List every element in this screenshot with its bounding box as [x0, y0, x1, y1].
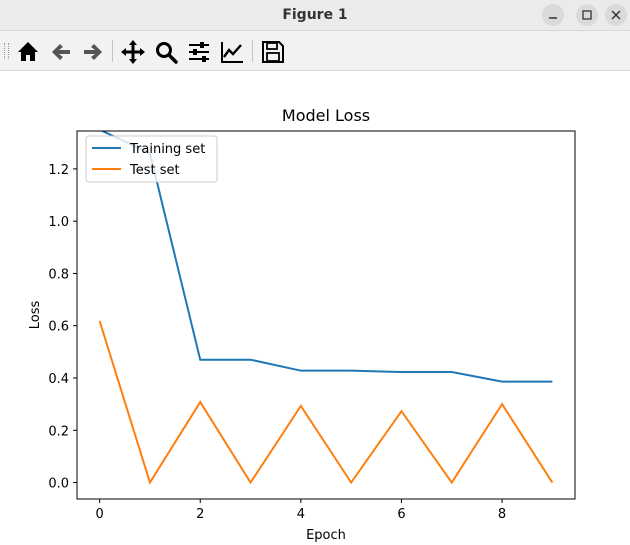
sliders-icon: [189, 42, 209, 62]
configure-subplots-button[interactable]: [186, 39, 212, 65]
x-tick-label: 2: [196, 507, 204, 522]
save-button[interactable]: [260, 39, 286, 65]
arrow-right-icon: [84, 44, 102, 60]
maximize-icon: [582, 10, 592, 20]
arrow-left-icon: [52, 44, 70, 60]
back-button[interactable]: [48, 39, 74, 65]
toolbar-grip[interactable]: [4, 43, 9, 59]
close-icon: [611, 10, 621, 20]
y-tick-label: 0.4: [48, 372, 69, 387]
y-tick-label: 0.2: [48, 424, 69, 439]
y-tick-label: 0.6: [48, 320, 69, 335]
toolbar-separator: [252, 40, 253, 62]
pan-button[interactable]: [120, 39, 146, 65]
x-tick-label: 4: [297, 507, 305, 522]
line-chart-icon: [221, 42, 243, 63]
navigation-toolbar: [0, 31, 630, 71]
maximize-button[interactable]: [576, 4, 598, 26]
x-tick-label: 6: [397, 507, 405, 522]
y-tick-label: 0.0: [48, 477, 69, 492]
loss-chart: 0 2 4 6 8 0.0 0.2 0.4 0.6 0.8 1.0 1.2 Model Loss Ep…: [28, 106, 576, 543]
x-tick-label: 0: [95, 507, 103, 522]
axes-frame: [76, 130, 576, 500]
window-titlebar: Figure 1: [0, 0, 630, 31]
chart-title: Model Loss: [282, 106, 370, 125]
series-line-training: [100, 131, 553, 383]
window-title: Figure 1: [282, 7, 348, 23]
home-button[interactable]: [15, 39, 41, 65]
legend-label-training: Training set: [129, 142, 205, 157]
minimize-button[interactable]: [542, 4, 564, 26]
legend: Training set Test set: [85, 135, 218, 183]
close-button[interactable]: [605, 4, 627, 26]
x-axis-label: Epoch: [306, 528, 346, 543]
y-tick-label: 1.2: [48, 163, 69, 178]
home-icon: [18, 42, 38, 61]
move-icon: [121, 40, 145, 64]
magnifier-icon: [156, 42, 178, 64]
toolbar-separator: [112, 40, 113, 62]
legend-label-test: Test set: [129, 163, 180, 178]
zoom-button[interactable]: [153, 39, 179, 65]
floppy-disk-icon: [262, 41, 284, 63]
minimize-icon: [549, 17, 557, 19]
y-tick-label: 0.8: [48, 267, 69, 282]
x-tick-label: 8: [498, 507, 506, 522]
y-tick-label: 1.0: [48, 215, 69, 230]
y-axis-label: Loss: [28, 301, 43, 330]
series-line-test: [98, 320, 554, 485]
figure-canvas[interactable]: 0 2 4 6 8 0.0 0.2 0.4 0.6 0.8 1.0 1.2 Model Loss Ep…: [0, 71, 630, 545]
forward-button[interactable]: [80, 39, 106, 65]
edit-axis-button[interactable]: [219, 39, 245, 65]
